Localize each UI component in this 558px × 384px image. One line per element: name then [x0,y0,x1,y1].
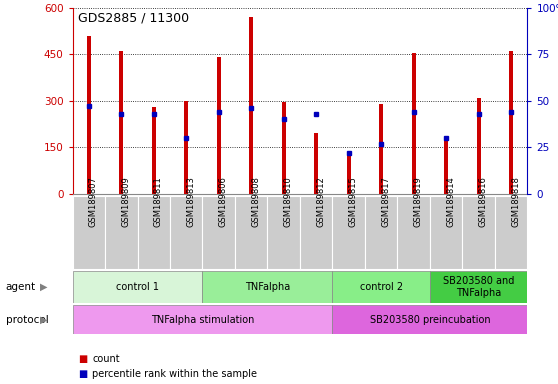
Bar [477,98,480,194]
Text: GSM189806: GSM189806 [219,176,228,227]
Bar [397,196,430,269]
Bar [412,53,416,194]
Bar [73,271,203,303]
Text: percentile rank within the sample: percentile rank within the sample [92,369,257,379]
Text: ■: ■ [78,354,88,364]
Bar [73,305,333,334]
Text: GSM189816: GSM189816 [479,176,488,227]
Text: GSM189808: GSM189808 [251,176,260,227]
Bar [203,271,333,303]
Text: control 2: control 2 [359,282,403,292]
Bar [314,133,318,194]
Bar [333,196,365,269]
Text: GSM189817: GSM189817 [381,176,390,227]
Bar [333,271,430,303]
Bar [217,57,220,194]
Bar [495,196,527,269]
Bar [300,196,333,269]
Bar [365,196,397,269]
Text: GSM189818: GSM189818 [511,176,520,227]
Bar [119,51,123,194]
Bar [430,196,463,269]
Text: GSM189810: GSM189810 [283,176,293,227]
Bar [87,36,91,194]
Text: SB203580 preincubation: SB203580 preincubation [369,314,490,325]
Text: ▶: ▶ [40,314,47,325]
Bar [509,51,513,194]
Text: TNFalpha: TNFalpha [245,282,290,292]
Text: count: count [92,354,120,364]
Bar [184,101,188,194]
Bar [170,196,203,269]
Bar [267,196,300,269]
Text: GDS2885 / 11300: GDS2885 / 11300 [78,12,189,25]
Text: GSM189815: GSM189815 [349,176,358,227]
Bar [105,196,137,269]
Text: protocol: protocol [6,314,49,325]
Text: GSM189814: GSM189814 [446,176,455,227]
Text: GSM189819: GSM189819 [413,176,422,227]
Text: SB203580 and
TNFalpha: SB203580 and TNFalpha [443,276,514,298]
Bar [430,271,527,303]
Bar [347,154,350,194]
Bar [235,196,267,269]
Text: control 1: control 1 [116,282,159,292]
Text: ■: ■ [78,369,88,379]
Text: GSM189813: GSM189813 [186,176,195,227]
Bar [152,107,156,194]
Bar [249,17,253,194]
Text: TNFalpha stimulation: TNFalpha stimulation [151,314,254,325]
Text: agent: agent [6,282,36,292]
Bar [282,103,286,194]
Text: GSM189812: GSM189812 [316,176,325,227]
Bar [137,196,170,269]
Text: GSM189811: GSM189811 [154,176,163,227]
Bar [463,196,495,269]
Text: GSM189809: GSM189809 [121,176,130,227]
Bar [73,196,105,269]
Bar [203,196,235,269]
Bar [444,140,448,194]
Bar [379,104,383,194]
Text: ▶: ▶ [40,282,47,292]
Bar [333,305,527,334]
Text: GSM189807: GSM189807 [89,176,98,227]
